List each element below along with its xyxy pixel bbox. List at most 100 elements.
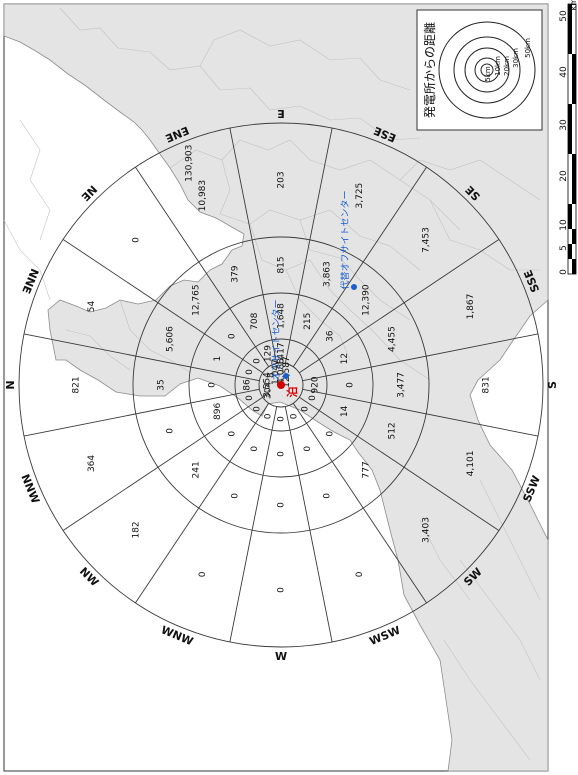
population-value: 896 [213, 403, 223, 420]
legend-ring-20km: 20km [503, 56, 511, 76]
population-value: 3,863 [322, 261, 332, 287]
legend-ring-30km: 30km [512, 48, 520, 68]
ring-50km [18, 122, 544, 648]
sector-boundary-line [284, 127, 333, 364]
legend-ring-50km: 50km [524, 38, 532, 58]
scale-tick-10: 10 [559, 219, 569, 231]
population-value: 1,867 [466, 294, 476, 320]
sector-boundary-line [62, 239, 263, 374]
sector-boundary-line [284, 406, 333, 643]
population-value: 417 [277, 342, 287, 359]
sector-boundary-line [229, 406, 278, 643]
population-value: 0 [245, 369, 255, 375]
population-value: 0 [301, 406, 311, 412]
population-value: 0 [277, 502, 287, 508]
direction-label-w: W [275, 650, 287, 663]
population-value: 36 [325, 330, 335, 342]
population-value: 512 [387, 422, 397, 439]
population-value: 0 [252, 406, 262, 412]
legend-title: 発電所からの距離 [423, 22, 437, 118]
population-value: 1 [213, 356, 223, 362]
population-value: 54 [87, 301, 97, 313]
sector-boundary-line [299, 396, 500, 531]
population-value: 3,725 [355, 183, 365, 209]
distance-rings [18, 122, 544, 648]
population-value: 203 [277, 171, 287, 188]
population-value: 86 [243, 379, 253, 391]
scale-tick-40: 40 [559, 66, 569, 78]
population-value: 12 [340, 353, 350, 364]
population-value: 0 [277, 587, 287, 593]
population-value: 0 [308, 395, 318, 401]
population-value: 4,088 [277, 358, 287, 384]
population-value: 3,477 [397, 372, 407, 398]
population-value: 0 [277, 416, 287, 422]
population-value: 831 [482, 376, 492, 393]
scale-tick-50: 50 [559, 10, 569, 22]
population-value: 304 [264, 381, 274, 398]
population-value: 0 [245, 395, 255, 401]
population-value: 0 [208, 382, 218, 388]
ring-30km [132, 236, 430, 534]
population-value: 1,648 [277, 303, 287, 329]
population-value: 0 [355, 571, 365, 577]
population-value: 0 [228, 333, 238, 339]
population-value: 5,606 [166, 326, 176, 352]
alt-offsite-center-marker [351, 284, 357, 290]
population-value: 0 [250, 446, 260, 452]
sites: 泊 オフサイトセンター 代替オフサイトセンター [271, 190, 357, 398]
population-value: 129 [263, 345, 273, 362]
scale-tick-5: 5 [559, 245, 569, 251]
plant-marker [277, 381, 285, 389]
population-value: 379 [231, 265, 241, 282]
scale-bar: 0 5 10 20 30 40 50 km [559, 0, 578, 275]
population-value: 708 [250, 312, 260, 329]
population-value: 241 [192, 461, 202, 478]
legend-ring-10km: 10km [494, 56, 502, 76]
ring-5km [258, 362, 304, 408]
population-value: 0 [263, 413, 273, 419]
population-value: 7,453 [421, 227, 431, 253]
sector-boundary-line [299, 239, 500, 374]
population-value: 920 [311, 376, 321, 393]
offsite-center-marker [283, 373, 289, 379]
scale-tick-30: 30 [559, 119, 569, 131]
population-value: 3,554 [263, 372, 273, 398]
population-value: 3,403 [421, 517, 431, 543]
population-value: 0 [322, 493, 332, 499]
direction-label-s: S [546, 381, 559, 389]
population-value: 0 [303, 446, 313, 452]
population-value: 0 [290, 413, 300, 419]
population-value: 130,903 [185, 145, 195, 182]
population-value: 0 [252, 358, 262, 364]
population-value: 4,455 [387, 326, 397, 352]
population-value: 0 [228, 431, 238, 437]
population-value: 1,047 [271, 359, 281, 385]
offsite-center-label: オフサイトセンター [271, 299, 282, 380]
sector-boundary-line [302, 333, 539, 382]
population-value: 0 [325, 431, 335, 437]
ring-10km [234, 338, 328, 432]
scale-tick-0: 0 [559, 269, 569, 275]
ring-20km [188, 292, 374, 478]
population-value: 777 [361, 461, 371, 478]
population-value: 14 [340, 405, 350, 417]
population-value: 815 [277, 256, 287, 273]
direction-label-e: E [277, 107, 285, 120]
population-value: 8 [267, 372, 277, 378]
population-value: 12,765 [192, 284, 202, 316]
land-mass [3, 3, 549, 772]
direction-spokes [23, 127, 539, 643]
sector-boundary-line [302, 388, 539, 437]
sector-boundary-line [135, 403, 270, 604]
land-layer [3, 3, 549, 772]
population-value: 35 [157, 379, 167, 390]
sector-boundary-line [23, 333, 260, 382]
population-value: 12,390 [361, 284, 371, 316]
sector-boundary-line [229, 127, 278, 364]
population-value: 215 [303, 313, 313, 330]
population-value: 4,101 [466, 451, 476, 477]
sector-boundary-line [292, 166, 427, 367]
